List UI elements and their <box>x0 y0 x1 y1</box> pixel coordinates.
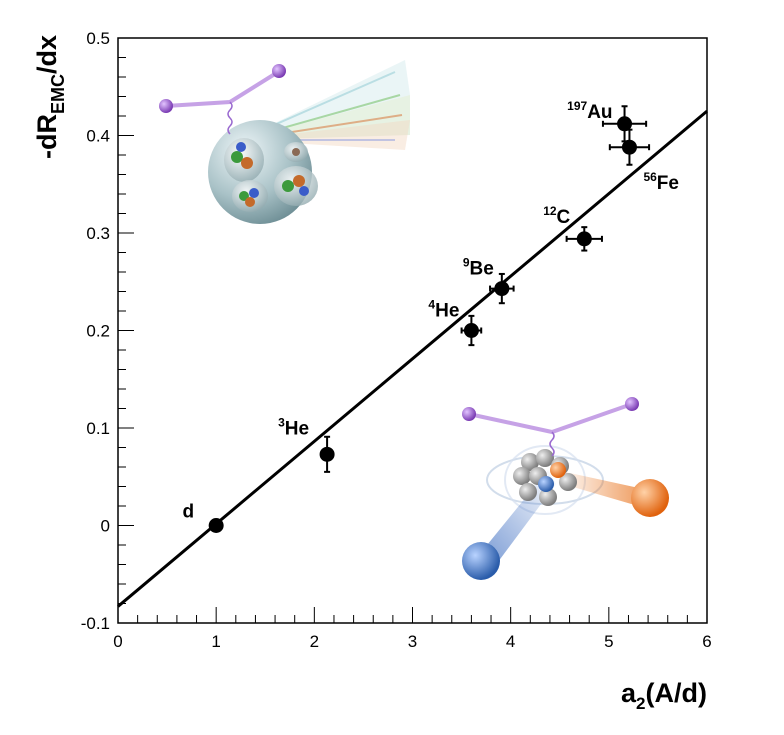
electron-in <box>159 99 173 113</box>
data-marker <box>319 446 335 462</box>
src-pair-illustration <box>462 397 669 580</box>
x-tick-label: 0 <box>113 632 122 651</box>
x-tick-label: 3 <box>408 632 417 651</box>
electron-out <box>272 64 286 78</box>
y-tick-label: -0.1 <box>81 614 110 633</box>
tick-labels: 0 1 2 3 4 5 6-0.100.10.20.30.40.5 <box>81 29 712 651</box>
x-tick-label: 5 <box>604 632 613 651</box>
electron-out-2 <box>625 397 639 411</box>
linear-fit-line <box>117 109 708 608</box>
nucleus-cluster <box>513 449 577 506</box>
point-label: 9Be <box>463 256 494 280</box>
electron-in-2 <box>462 407 476 421</box>
y-tick-label: 0.1 <box>86 419 110 438</box>
y-tick-label: 0.3 <box>86 224 110 243</box>
data-point: 12C <box>543 204 603 252</box>
data-point: 3He <box>278 415 335 473</box>
point-label: 197Au <box>567 99 612 123</box>
y-tick-label: 0.4 <box>86 127 110 146</box>
data-point: d <box>183 502 224 533</box>
y-tick-label: 0.5 <box>86 29 110 48</box>
x-tick-label: 6 <box>702 632 711 651</box>
point-label: 12C <box>543 204 570 228</box>
data-marker <box>208 518 224 533</box>
point-label: 3He <box>278 415 309 439</box>
x-axis-title: a2(A/d) <box>621 678 707 713</box>
photon-wiggle-2 <box>549 431 555 457</box>
x-tick-label: 1 <box>211 632 220 651</box>
electron-path-2 <box>468 402 633 435</box>
neutron-ball <box>631 479 669 517</box>
y-axis-title: -dREMC/dx <box>32 35 68 159</box>
data-point: 9Be <box>463 256 515 305</box>
neutron-trail <box>556 470 648 508</box>
proton-ball <box>462 542 500 580</box>
tick-marks <box>117 37 708 624</box>
point-label: 4He <box>428 298 459 322</box>
data-marker <box>621 139 637 155</box>
point-label: d <box>183 502 195 523</box>
data-point: 197Au <box>567 99 648 143</box>
y-tick-label: 0 <box>101 517 110 536</box>
data-point: 4He <box>428 298 483 347</box>
data-marker <box>494 281 510 297</box>
x-tick-label: 4 <box>506 632 515 651</box>
quarks <box>231 142 309 207</box>
nucleus-quarks-illustration <box>159 60 410 224</box>
y-tick-label: 0.2 <box>86 322 110 341</box>
point-label: 56Fe <box>643 170 679 194</box>
photon-wiggle <box>227 101 233 135</box>
electron-path <box>165 70 280 108</box>
data-marker <box>576 231 592 247</box>
x-tick-label: 2 <box>310 632 319 651</box>
data-marker <box>617 116 633 132</box>
data-point: 56Fe <box>608 128 679 194</box>
data-marker <box>463 323 479 338</box>
